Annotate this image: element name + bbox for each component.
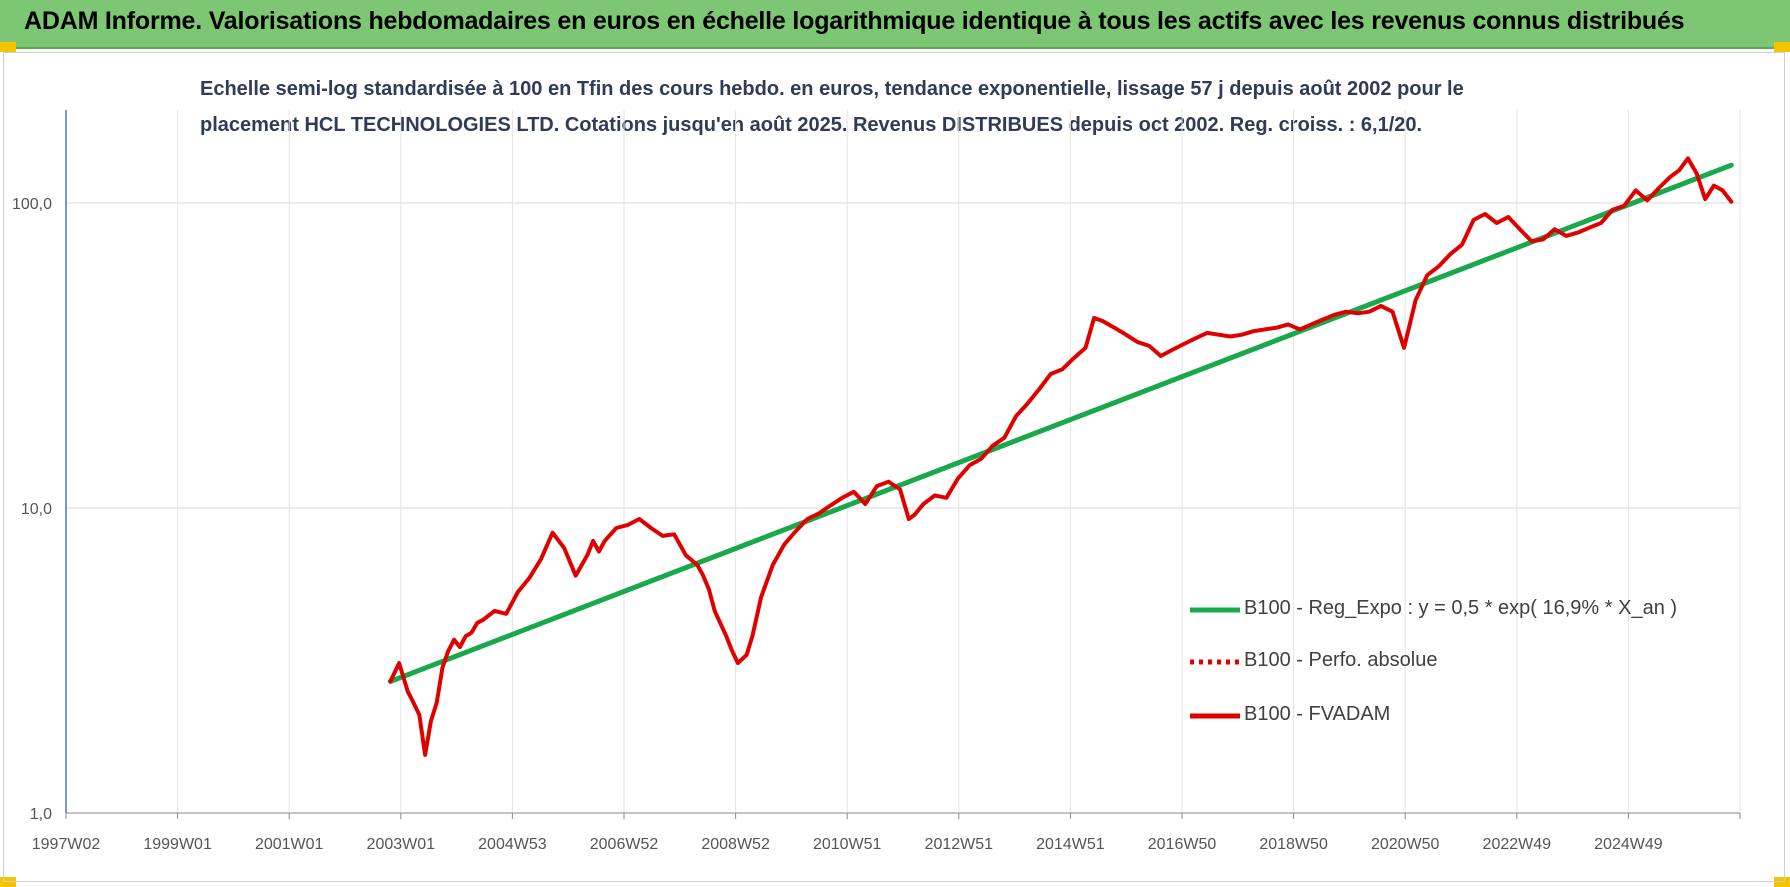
x-tick-label: 2010W51 bbox=[813, 836, 882, 853]
legend-entry: B100 - FVADAM bbox=[1244, 703, 1391, 725]
x-tick-label: 2001W01 bbox=[255, 836, 324, 853]
corner-marker-bottom-right bbox=[1774, 877, 1790, 887]
series-line-fvadam bbox=[388, 156, 1734, 757]
y-tick-label: 1,0 bbox=[30, 806, 52, 823]
corner-marker-left bbox=[0, 42, 16, 52]
page-title: ADAM Informe. Valorisations hebdomadaire… bbox=[24, 7, 1685, 35]
corner-marker-bottom-left bbox=[0, 877, 16, 887]
chart-subtitle-line-1: Echelle semi-log standardisée à 100 en T… bbox=[200, 78, 1464, 100]
x-tick-label: 2006W52 bbox=[590, 836, 659, 853]
x-tick-label: 2003W01 bbox=[367, 836, 436, 853]
legend-entry: B100 - Perfo. absolue bbox=[1244, 649, 1438, 671]
x-tick-label: 2024W49 bbox=[1594, 836, 1663, 853]
x-tick-label: 2008W52 bbox=[701, 836, 770, 853]
x-tick-label: 2016W50 bbox=[1148, 836, 1217, 853]
x-tick-label: 2022W49 bbox=[1483, 836, 1552, 853]
x-tick-label: 2018W50 bbox=[1259, 836, 1328, 853]
x-tick-label: 2014W51 bbox=[1036, 836, 1105, 853]
x-tick-label: 2012W51 bbox=[925, 836, 994, 853]
x-tick-label: 2004W53 bbox=[478, 836, 547, 853]
legend-entry: B100 - Reg_Expo : y = 0,5 * exp( 16,9% *… bbox=[1244, 597, 1678, 619]
x-tick-label: 2020W50 bbox=[1371, 836, 1440, 853]
header-bar: ADAM Informe. Valorisations hebdomadaire… bbox=[0, 0, 1790, 49]
y-tick-label: 100,0 bbox=[12, 196, 52, 213]
y-tick-label: 10,0 bbox=[21, 501, 52, 518]
chart-frame bbox=[3, 52, 1785, 882]
x-tick-label: 1999W01 bbox=[143, 836, 212, 853]
x-tick-label: 1997W02 bbox=[32, 836, 101, 853]
chart-subtitle-line-2: placement HCL TECHNOLOGIES LTD. Cotation… bbox=[200, 114, 1423, 136]
corner-marker-right bbox=[1774, 42, 1790, 52]
series-line-reg-expo bbox=[387, 162, 1734, 684]
